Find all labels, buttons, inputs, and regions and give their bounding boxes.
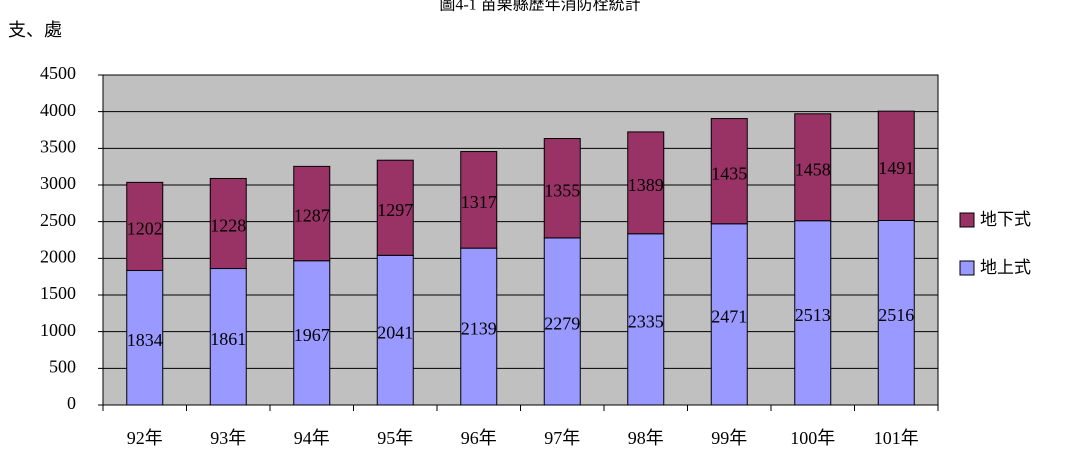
bar-segment — [293, 260, 331, 406]
x-tick-label: 98年 — [628, 428, 664, 448]
data-label: 1355 — [544, 180, 580, 200]
data-label: 1287 — [294, 206, 330, 226]
y-tick-label: 3500 — [40, 136, 76, 156]
y-tick-label: 4500 — [40, 63, 76, 83]
bar-segment — [460, 247, 498, 406]
bar-segment — [126, 181, 164, 272]
data-label: 2516 — [878, 305, 914, 325]
bar-segment — [460, 151, 498, 249]
data-label: 2513 — [795, 305, 831, 325]
data-label: 1861 — [210, 329, 246, 349]
y-tick-label: 1500 — [40, 283, 76, 303]
y-tick-label: 4000 — [40, 100, 76, 120]
data-label: 1834 — [127, 330, 163, 350]
x-tick-label: 97年 — [544, 428, 580, 448]
bar-segment — [877, 110, 915, 221]
x-tick-label: 99年 — [711, 428, 747, 448]
bar-segment — [877, 219, 915, 406]
y-tick-label: 2500 — [40, 210, 76, 230]
data-label: 2139 — [461, 319, 497, 339]
bar-segment — [376, 254, 414, 406]
bar-segment — [293, 165, 331, 262]
bar-segment — [710, 223, 748, 406]
x-tick-label: 100年 — [790, 428, 835, 448]
data-label: 1202 — [127, 219, 163, 239]
y-tick-label: 500 — [49, 356, 76, 376]
y-axis-label: 支、處 — [8, 20, 62, 40]
data-label: 1389 — [628, 175, 664, 195]
data-label: 1458 — [795, 159, 831, 179]
data-label: 1491 — [878, 158, 914, 178]
bar-segment — [126, 270, 164, 406]
x-tick-label: 93年 — [210, 428, 246, 448]
data-label: 2041 — [377, 322, 413, 342]
bar-segment — [376, 159, 414, 256]
bar-segment — [209, 177, 247, 270]
chart-title: 圖4-1 苗栗縣歷年消防栓統計 — [439, 0, 640, 14]
data-label: 2335 — [628, 312, 664, 332]
legend-label: 地下式 — [980, 210, 1031, 230]
data-label: 1297 — [377, 200, 413, 220]
bar-segment — [794, 220, 832, 406]
y-tick-label: 3000 — [40, 173, 76, 193]
bar-segment — [627, 131, 665, 235]
data-label: 1435 — [711, 163, 747, 183]
y-tick-label: 1000 — [40, 320, 76, 340]
data-label: 1967 — [294, 325, 330, 345]
legend-label: 地上式 — [980, 258, 1031, 278]
x-tick-label: 92年 — [127, 428, 163, 448]
x-tick-label: 95年 — [377, 428, 413, 448]
y-tick-label: 0 — [67, 393, 76, 413]
bar-segment — [543, 138, 581, 239]
y-tick-label: 2000 — [40, 246, 76, 266]
legend-swatch — [959, 260, 975, 276]
bar-segment — [710, 118, 748, 225]
x-tick-label: 96年 — [461, 428, 497, 448]
x-tick-label: 94年 — [294, 428, 330, 448]
data-label: 2279 — [544, 314, 580, 334]
bar-segment — [794, 113, 832, 222]
data-label: 1317 — [461, 192, 497, 212]
data-label: 1228 — [210, 216, 246, 236]
x-tick-label: 101年 — [874, 428, 919, 448]
data-label: 2471 — [711, 307, 747, 327]
legend-swatch — [959, 212, 975, 228]
bar-segment — [627, 233, 665, 406]
